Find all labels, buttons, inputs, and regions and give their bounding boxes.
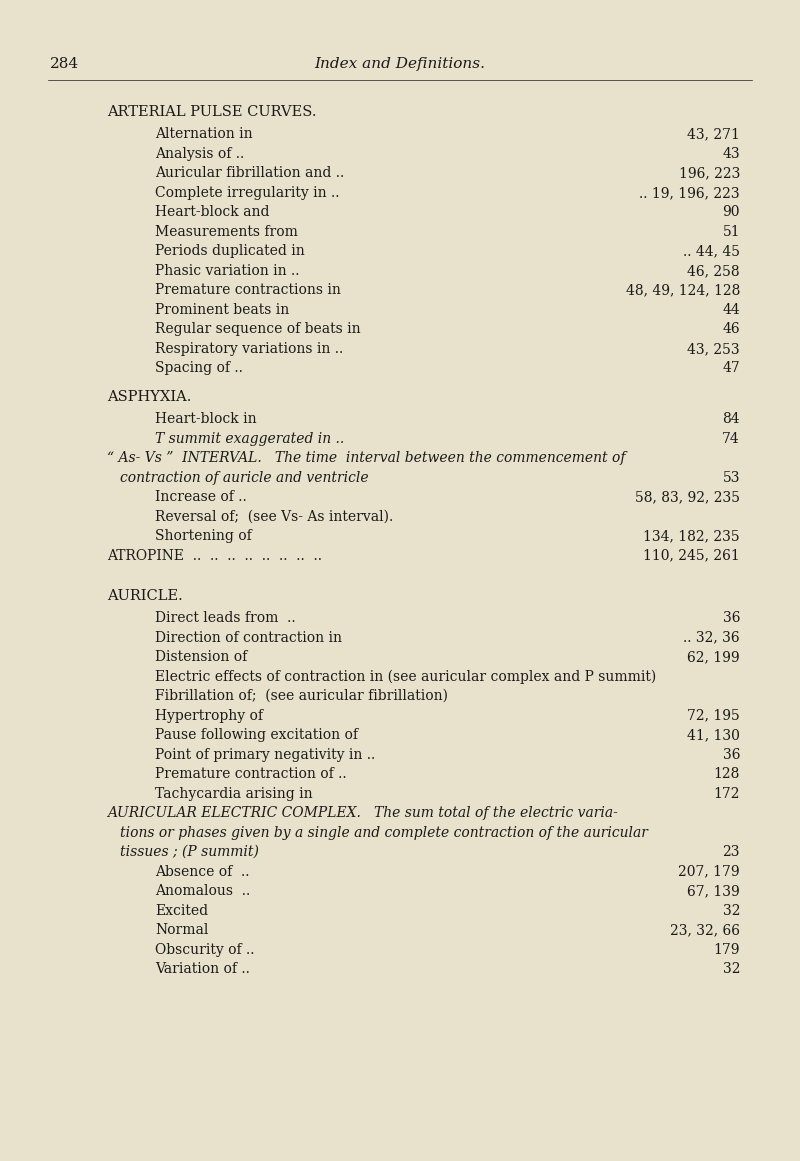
Text: 179: 179 <box>714 943 740 957</box>
Text: Hypertrophy of: Hypertrophy of <box>155 708 263 722</box>
Text: 36: 36 <box>722 748 740 762</box>
Text: Increase of ..: Increase of .. <box>155 490 246 504</box>
Text: Analysis of ..: Analysis of .. <box>155 147 244 161</box>
Text: Prominent beats in: Prominent beats in <box>155 303 290 317</box>
Text: Heart-block in: Heart-block in <box>155 412 257 426</box>
Text: ARTERIAL PULSE CURVES.: ARTERIAL PULSE CURVES. <box>107 104 317 118</box>
Text: Normal: Normal <box>155 923 208 937</box>
Text: Variation of ..: Variation of .. <box>155 962 250 976</box>
Text: Absence of  ..: Absence of .. <box>155 865 250 879</box>
Text: 46: 46 <box>722 323 740 337</box>
Text: Shortening of: Shortening of <box>155 529 252 543</box>
Text: 48, 49, 124, 128: 48, 49, 124, 128 <box>626 283 740 297</box>
Text: 43, 253: 43, 253 <box>687 342 740 356</box>
Text: Obscurity of ..: Obscurity of .. <box>155 943 254 957</box>
Text: 23: 23 <box>722 845 740 859</box>
Text: AURICLE.: AURICLE. <box>107 589 182 603</box>
Text: Point of primary negativity in ..: Point of primary negativity in .. <box>155 748 375 762</box>
Text: 62, 199: 62, 199 <box>687 650 740 664</box>
Text: Respiratory variations in ..: Respiratory variations in .. <box>155 342 343 356</box>
Text: Index and Definitions.: Index and Definitions. <box>314 57 486 71</box>
Text: 84: 84 <box>722 412 740 426</box>
Text: Reversal of;  (see Vs- As interval).: Reversal of; (see Vs- As interval). <box>155 510 394 524</box>
Text: 128: 128 <box>714 767 740 781</box>
Text: AURICULAR ELECTRIC COMPLEX.   The sum total of the electric varia-: AURICULAR ELECTRIC COMPLEX. The sum tota… <box>107 806 618 820</box>
Text: ASPHYXIA.: ASPHYXIA. <box>107 390 191 404</box>
Text: 23, 32, 66: 23, 32, 66 <box>670 923 740 937</box>
Text: .. 44, 45: .. 44, 45 <box>683 245 740 259</box>
Text: 110, 245, 261: 110, 245, 261 <box>643 549 740 563</box>
Text: Electric effects of contraction in (see auricular complex and P summit): Electric effects of contraction in (see … <box>155 670 656 684</box>
Text: 196, 223: 196, 223 <box>678 166 740 180</box>
Text: Direction of contraction in: Direction of contraction in <box>155 630 342 644</box>
Text: Measurements from: Measurements from <box>155 225 298 239</box>
Text: tissues ; (P summit): tissues ; (P summit) <box>120 845 259 859</box>
Text: Regular sequence of beats in: Regular sequence of beats in <box>155 323 361 337</box>
Text: Distension of: Distension of <box>155 650 247 664</box>
Text: 43: 43 <box>722 147 740 161</box>
Text: Phasic variation in ..: Phasic variation in .. <box>155 264 299 277</box>
Text: Excited: Excited <box>155 903 208 917</box>
Text: 58, 83, 92, 235: 58, 83, 92, 235 <box>635 490 740 504</box>
Text: 74: 74 <box>722 432 740 446</box>
Text: 36: 36 <box>722 611 740 625</box>
Text: 44: 44 <box>722 303 740 317</box>
Text: Auricular fibrillation and ..: Auricular fibrillation and .. <box>155 166 344 180</box>
Text: Tachycardia arising in: Tachycardia arising in <box>155 786 313 801</box>
Text: Premature contraction of ..: Premature contraction of .. <box>155 767 346 781</box>
Text: ATROPINE  ..  ..  ..  ..  ..  ..  ..  ..: ATROPINE .. .. .. .. .. .. .. .. <box>107 549 322 563</box>
Text: 172: 172 <box>714 786 740 801</box>
Text: Premature contractions in: Premature contractions in <box>155 283 341 297</box>
Text: 284: 284 <box>50 57 79 71</box>
Text: Periods duplicated in: Periods duplicated in <box>155 245 305 259</box>
Text: “ As- Vs ”  INTERVAL.   The time  interval between the commencement of: “ As- Vs ” INTERVAL. The time interval b… <box>107 452 626 466</box>
Text: contraction of auricle and ventricle: contraction of auricle and ventricle <box>120 470 369 484</box>
Text: 207, 179: 207, 179 <box>678 865 740 879</box>
Text: .. 19, 196, 223: .. 19, 196, 223 <box>639 186 740 200</box>
Text: Direct leads from  ..: Direct leads from .. <box>155 611 296 625</box>
Text: 134, 182, 235: 134, 182, 235 <box>643 529 740 543</box>
Text: 47: 47 <box>722 361 740 375</box>
Text: 32: 32 <box>722 903 740 917</box>
Text: 72, 195: 72, 195 <box>687 708 740 722</box>
Text: 41, 130: 41, 130 <box>687 728 740 742</box>
Text: 32: 32 <box>722 962 740 976</box>
Text: 46, 258: 46, 258 <box>687 264 740 277</box>
Text: Alternation in: Alternation in <box>155 128 253 142</box>
Text: 51: 51 <box>722 225 740 239</box>
Text: Spacing of ..: Spacing of .. <box>155 361 243 375</box>
Text: Pause following excitation of: Pause following excitation of <box>155 728 358 742</box>
Text: 53: 53 <box>722 470 740 484</box>
Text: Anomalous  ..: Anomalous .. <box>155 884 250 897</box>
Text: 67, 139: 67, 139 <box>687 884 740 897</box>
Text: Complete irregularity in ..: Complete irregularity in .. <box>155 186 339 200</box>
Text: T summit exaggerated in ..: T summit exaggerated in .. <box>155 432 344 446</box>
Text: 43, 271: 43, 271 <box>687 128 740 142</box>
Text: .. 32, 36: .. 32, 36 <box>683 630 740 644</box>
Text: Heart-block and: Heart-block and <box>155 205 270 219</box>
Text: tions or phases given by a single and complete contraction of the auricular: tions or phases given by a single and co… <box>120 825 648 839</box>
Text: 90: 90 <box>722 205 740 219</box>
Text: Fibrillation of;  (see auricular fibrillation): Fibrillation of; (see auricular fibrilla… <box>155 688 448 704</box>
